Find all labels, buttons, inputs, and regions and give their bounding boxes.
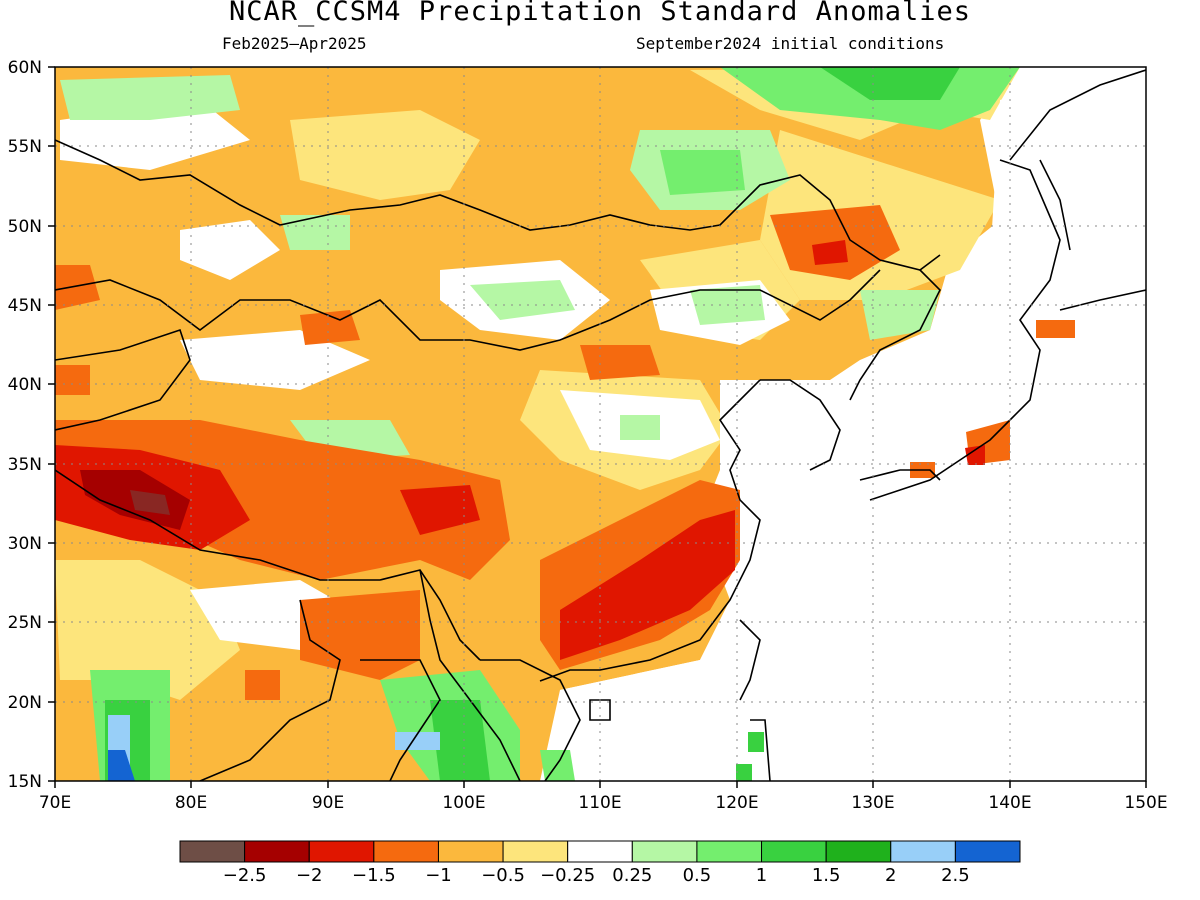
colorbar-swatch: [244, 840, 310, 863]
colorbar-swatch: [308, 840, 375, 863]
anomaly-region: [300, 590, 420, 680]
colorbar-swatch: [825, 840, 892, 863]
anomaly-region: [720, 380, 760, 470]
anomaly-region: [540, 750, 575, 781]
anomaly-region: [290, 110, 480, 200]
colorbar: −2.5 −2 −1.5 −1 −0.5 −0.25 0.25 0.5 1 1.5 2 2.5: [179, 840, 1021, 886]
colorbar-label: 2: [885, 865, 896, 886]
lat-label: 40N: [8, 375, 42, 395]
lon-label: 80E: [175, 793, 207, 813]
anomaly-region: [560, 380, 1146, 781]
anomaly-region: [736, 764, 752, 781]
anomaly-region: [130, 490, 170, 515]
colorbar-swatch: [761, 840, 827, 863]
anomaly-region: [620, 415, 660, 440]
lon-label: 130E: [851, 793, 894, 813]
lon-label: 150E: [1124, 793, 1167, 813]
anomaly-region: [965, 445, 985, 465]
colorbar-label: 1: [756, 865, 767, 886]
colorbar-swatch: [890, 840, 956, 863]
anomaly-region: [180, 220, 280, 280]
anomaly-field: [55, 67, 1146, 781]
anomaly-region: [395, 732, 440, 750]
lat-label: 45N: [8, 296, 42, 316]
anomaly-region: [400, 485, 480, 535]
coastlines: [55, 69, 1146, 781]
forecast-period: Feb2025–Apr2025: [222, 34, 367, 53]
anomaly-region: [860, 290, 940, 340]
lat-label: 15N: [8, 772, 42, 792]
colorbar-label: −2: [296, 865, 323, 886]
lat-label: 20N: [8, 693, 42, 713]
colorbar-label: −1: [425, 865, 452, 886]
lon-label: 140E: [988, 793, 1031, 813]
lon-label: 70E: [39, 793, 71, 813]
anomaly-region: [430, 700, 490, 781]
colorbar-label: −2.5: [223, 865, 267, 886]
colorbar-swatch: [631, 840, 698, 863]
anomaly-region: [55, 265, 100, 310]
anomaly-region: [580, 345, 660, 380]
colorbar-label: 2.5: [941, 865, 970, 886]
axis-ticks: [48, 66, 1147, 788]
colorbar-label: −1.5: [352, 865, 396, 886]
anomaly-region: [300, 310, 360, 345]
colorbar-swatch: [179, 840, 246, 863]
map-title: NCAR_CCSM4 Precipitation Standard Anomal…: [229, 0, 971, 27]
anomaly-region: [180, 330, 370, 390]
colorbar-swatch: [567, 840, 633, 863]
anomaly-region: [1036, 320, 1075, 338]
colorbar-label: −0.5: [481, 865, 525, 886]
map-gridlines: [55, 67, 1146, 781]
lat-label: 50N: [8, 217, 42, 237]
colorbar-swatch: [954, 840, 1021, 863]
anomaly-region: [280, 215, 350, 250]
colorbar-label: 0.25: [612, 865, 652, 886]
lon-label: 110E: [578, 793, 621, 813]
anomaly-region: [470, 280, 575, 320]
lon-label: 90E: [312, 793, 344, 813]
colorbar-swatch: [502, 840, 569, 863]
colorbar-swatch: [373, 840, 439, 863]
latitude-labels: 15N 20N 25N 30N 35N 40N 45N 50N 55N 60N: [8, 58, 42, 792]
colorbar-label: −0.25: [540, 865, 595, 886]
colorbar-label: 0.5: [683, 865, 712, 886]
colorbar-label: 1.5: [812, 865, 841, 886]
anomaly-region: [812, 240, 848, 265]
colorbar-swatch: [437, 840, 504, 863]
lon-label: 100E: [442, 793, 485, 813]
anomaly-region: [560, 510, 735, 660]
anomaly-region: [60, 75, 240, 120]
lat-label: 35N: [8, 455, 42, 475]
anomaly-region: [55, 365, 90, 395]
lat-label: 60N: [8, 58, 42, 78]
anomaly-region: [245, 670, 280, 700]
longitude-labels: 70E 80E 90E 100E 110E 120E 130E 140E 150…: [39, 793, 1168, 813]
anomaly-region: [820, 67, 960, 100]
anomaly-region: [660, 150, 745, 195]
initial-conditions: September2024 initial conditions: [636, 34, 945, 53]
anomaly-region: [108, 750, 135, 781]
lat-label: 25N: [8, 613, 42, 633]
anomaly-region: [748, 732, 764, 752]
lat-label: 55N: [8, 137, 42, 157]
colorbar-swatch: [696, 840, 763, 863]
lon-label: 120E: [715, 793, 758, 813]
lat-label: 30N: [8, 534, 42, 554]
